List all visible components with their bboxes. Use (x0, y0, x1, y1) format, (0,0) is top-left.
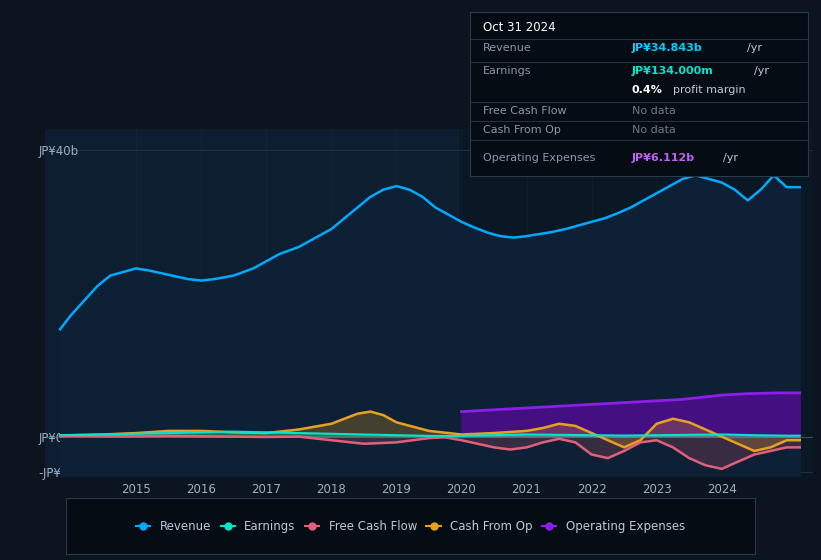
Text: Revenue: Revenue (483, 43, 532, 53)
Legend: Revenue, Earnings, Free Cash Flow, Cash From Op, Operating Expenses: Revenue, Earnings, Free Cash Flow, Cash … (131, 514, 690, 539)
Text: Free Cash Flow: Free Cash Flow (483, 106, 566, 116)
Text: JP¥6.112b: JP¥6.112b (632, 153, 695, 164)
Text: JP¥134.000m: JP¥134.000m (632, 66, 713, 76)
Text: profit margin: profit margin (672, 85, 745, 95)
Text: /yr: /yr (754, 66, 768, 76)
Text: /yr: /yr (747, 43, 762, 53)
Text: JP¥34.843b: JP¥34.843b (632, 43, 703, 53)
Text: /yr: /yr (723, 153, 738, 164)
Text: Oct 31 2024: Oct 31 2024 (483, 21, 556, 34)
Text: 0.4%: 0.4% (632, 85, 663, 95)
Text: No data: No data (632, 125, 676, 135)
Bar (461, 129, 813, 476)
Text: Operating Expenses: Operating Expenses (483, 153, 595, 164)
Text: Cash From Op: Cash From Op (483, 125, 561, 135)
Text: No data: No data (632, 106, 676, 116)
Text: Earnings: Earnings (483, 66, 532, 76)
